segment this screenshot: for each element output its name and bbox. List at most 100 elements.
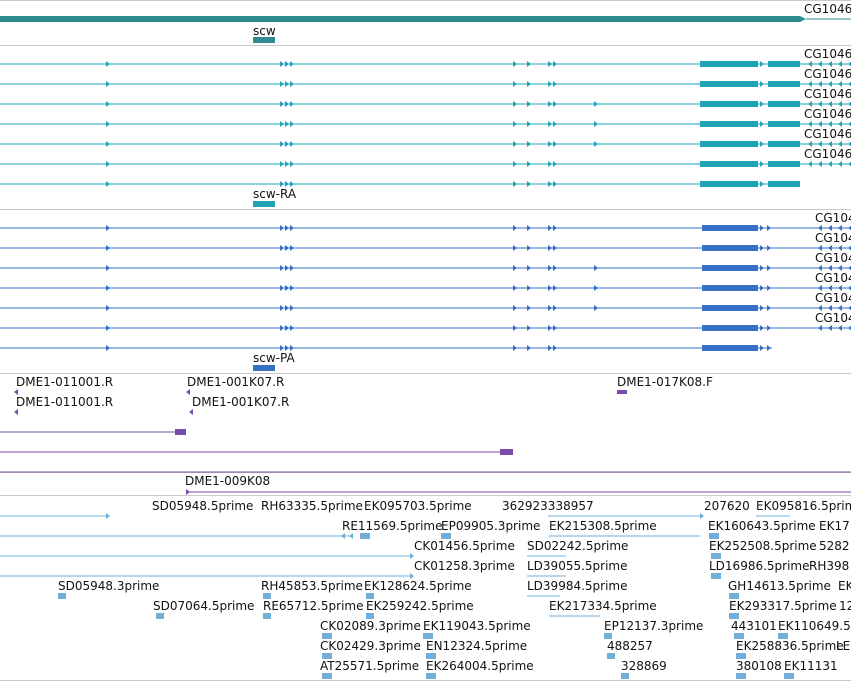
protein-exon-marker xyxy=(553,265,557,271)
feature-marks[interactable] xyxy=(0,16,851,679)
protein-exon-marker xyxy=(767,345,771,351)
transcript-exon-marker xyxy=(513,161,517,167)
est-label: 12 xyxy=(839,599,851,613)
est-end-marker xyxy=(341,533,345,539)
transcript-exon-marker xyxy=(760,61,764,67)
reverse-exon-marker xyxy=(848,141,851,147)
est-block xyxy=(322,653,332,659)
reverse-exon-marker xyxy=(838,121,842,127)
est-block xyxy=(607,653,615,659)
transcript-exon-marker xyxy=(290,101,294,107)
protein-exon-marker xyxy=(553,325,557,331)
protein-exon-marker xyxy=(553,305,557,311)
protein-exon-marker xyxy=(527,225,531,231)
transcript-exon-marker xyxy=(106,161,110,167)
transcript-exon-marker xyxy=(285,61,289,67)
est-label: CK01456.5prime xyxy=(414,539,515,553)
est-block xyxy=(711,573,721,579)
est-block xyxy=(709,533,719,539)
est-label: EK095703.5prime xyxy=(364,499,472,513)
protein-coding-block xyxy=(702,285,758,291)
transcript-exon-marker xyxy=(527,81,531,87)
protein-exon-marker xyxy=(513,285,517,291)
transcript-exon-marker xyxy=(290,81,294,87)
transcript-coding-block xyxy=(700,81,758,87)
transcript-exon-marker xyxy=(548,81,552,87)
protein-exon-marker xyxy=(285,225,289,231)
protein-exon-marker xyxy=(285,345,289,351)
protein-exon-marker xyxy=(548,345,552,351)
reverse-exon-marker xyxy=(848,81,851,87)
transcript-exon-marker xyxy=(548,121,552,127)
protein-exon-marker xyxy=(760,345,764,351)
protein-exon-marker xyxy=(106,345,110,351)
est-block xyxy=(423,633,433,639)
protein-exon-marker xyxy=(594,285,598,291)
est-label: EN12324.5prime xyxy=(426,639,527,653)
est-block xyxy=(729,613,739,619)
reverse-exon-marker xyxy=(848,121,851,127)
protein-exon-marker xyxy=(548,225,552,231)
est-label: RH398 xyxy=(809,559,849,573)
est-label: EK160643.5prime xyxy=(708,519,816,533)
est-label: LD39984.5prime xyxy=(527,579,628,593)
reverse-exon-marker xyxy=(818,245,822,251)
reverse-exon-marker xyxy=(848,265,851,271)
transcript-exon-marker xyxy=(106,61,110,67)
reverse-exon-marker xyxy=(828,245,832,251)
protein-coding-block xyxy=(702,345,758,351)
est-block xyxy=(621,673,629,679)
transcript-exon-marker xyxy=(548,101,552,107)
est-label: RE65712.5prime xyxy=(263,599,364,613)
transcript-exon-marker xyxy=(285,101,289,107)
protein-exon-marker xyxy=(553,285,557,291)
reverse-exon-marker xyxy=(818,305,822,311)
reverse-exon-marker xyxy=(838,101,842,107)
clone-label: DME1-009K08 xyxy=(185,474,270,488)
clone-end-marker xyxy=(14,409,18,415)
protein-exon-marker xyxy=(548,285,552,291)
transcript-exon-marker xyxy=(548,181,552,187)
est-label: SD05948.3prime xyxy=(58,579,159,593)
transcript-exon-marker xyxy=(280,141,284,147)
reverse-exon-marker xyxy=(828,61,832,67)
reverse-exon-marker xyxy=(848,245,851,251)
reverse-exon-marker xyxy=(848,61,851,67)
transcript-exon-marker xyxy=(513,101,517,107)
est-block xyxy=(734,633,744,639)
protein-right-label: CG104 xyxy=(815,311,851,325)
clone-end-marker xyxy=(617,390,627,394)
protein-exon-marker xyxy=(527,245,531,251)
protein-exon-marker xyxy=(280,325,284,331)
protein-exon-marker xyxy=(513,305,517,311)
protein-exon-marker xyxy=(106,285,110,291)
reverse-exon-marker xyxy=(808,101,812,107)
transcript-exon-marker xyxy=(760,101,764,107)
est-block xyxy=(366,613,374,619)
reverse-exon-marker xyxy=(828,285,832,291)
est-label: LD39055.5prime xyxy=(527,559,628,573)
transcript-exon-marker xyxy=(285,161,289,167)
transcript-exon-marker xyxy=(594,141,598,147)
est-label: EK259242.5prime xyxy=(366,599,474,613)
est-label: RH45853.5prime xyxy=(261,579,363,593)
protein-exon-marker xyxy=(760,225,764,231)
protein-exon-marker xyxy=(285,305,289,311)
transcript-exon-marker xyxy=(594,121,598,127)
protein-right-label: CG104 xyxy=(815,231,851,245)
transcript-exon-marker xyxy=(106,101,110,107)
protein-exon-marker xyxy=(767,285,771,291)
transcript-exon-marker xyxy=(290,141,294,147)
transcript-coding-block xyxy=(768,141,800,147)
transcript-exon-marker xyxy=(548,141,552,147)
reverse-exon-marker xyxy=(828,141,832,147)
reverse-exon-marker xyxy=(828,305,832,311)
est-label: LE xyxy=(836,639,850,653)
transcript-exon-marker xyxy=(513,121,517,127)
protein-exon-marker xyxy=(548,245,552,251)
protein-exon-marker xyxy=(767,325,771,331)
protein-exon-marker xyxy=(513,225,517,231)
transcript-label-scw-ra: scw-RA xyxy=(253,187,297,201)
protein-exon-marker xyxy=(767,265,771,271)
transcript-exon-marker xyxy=(553,141,557,147)
